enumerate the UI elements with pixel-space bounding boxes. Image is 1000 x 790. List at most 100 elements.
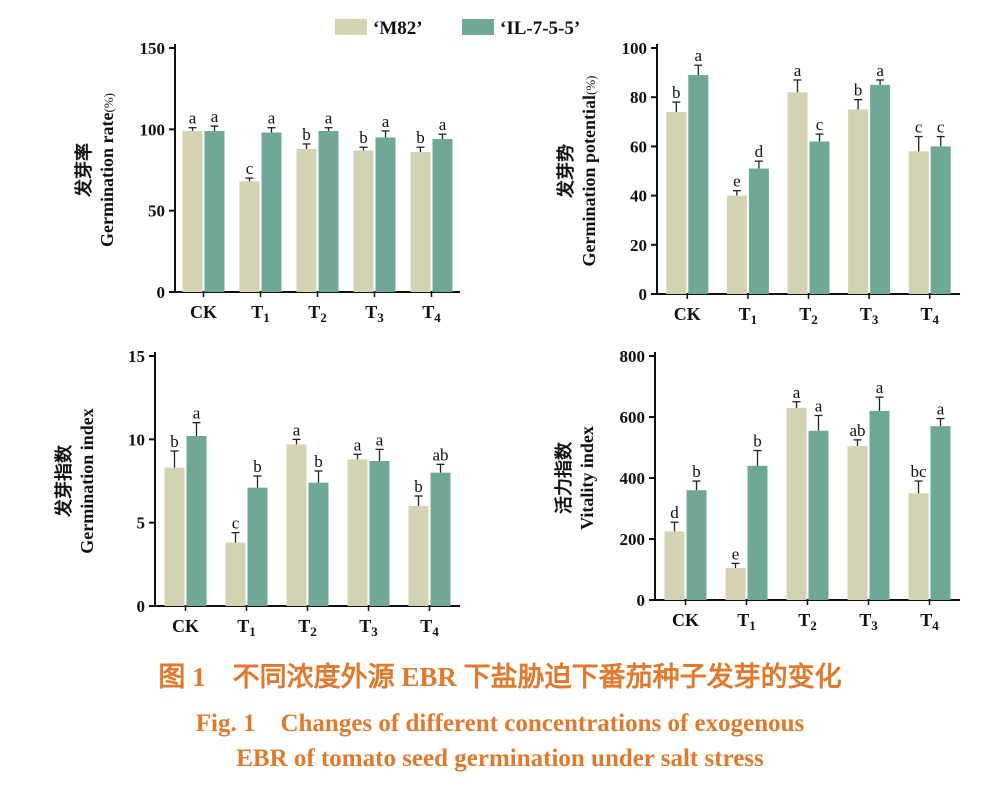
x-tick-label-letter: T <box>739 304 751 324</box>
x-tick-label-T4: T4 <box>920 610 939 633</box>
x-tick-label-letter: T <box>359 616 371 636</box>
bar-T2-series-1 <box>809 141 830 294</box>
significance-letter-T1-series-1: b <box>753 432 762 451</box>
y-tick-label: 60 <box>630 137 647 156</box>
x-tick-label-subscript: 1 <box>263 310 270 325</box>
significance-letter-CK-series-0: b <box>672 83 681 102</box>
significance-letter-T1-series-1: a <box>268 109 276 128</box>
y-axis-label-cn: 发芽率 <box>73 143 94 198</box>
x-tick-label-CK: CK <box>674 304 701 324</box>
significance-letter-CK-series-1: a <box>695 46 703 65</box>
y-tick-label: 200 <box>620 530 646 549</box>
y-tick-label: 100 <box>140 120 166 139</box>
significance-letter-T3-series-1: a <box>382 112 390 131</box>
significance-letter-T1-series-0: c <box>232 514 240 533</box>
bar-T4-series-1 <box>432 139 453 292</box>
bar-T2-series-1 <box>308 482 329 606</box>
x-tick-label-T2: T2 <box>298 616 317 639</box>
bar-T4-series-1 <box>430 472 451 606</box>
y-tick-label: 50 <box>148 202 165 221</box>
significance-letter-T2-series-0: a <box>793 383 801 402</box>
significance-letter-T4-series-1: c <box>937 118 945 137</box>
x-tick-label-T2: T2 <box>799 304 818 327</box>
bar-CK-series-1 <box>688 75 709 294</box>
y-axis-label: Germination rate(%) <box>97 93 117 247</box>
bar-T3-series-1 <box>375 137 396 292</box>
x-tick-label-T3: T3 <box>859 610 878 633</box>
y-axis-label: Germination potential(%) <box>579 76 599 267</box>
bar-T4-series-0 <box>410 152 431 292</box>
significance-letter-T4-series-0: b <box>416 128 425 147</box>
significance-letter-T3-series-1: a <box>376 430 384 449</box>
significance-letter-T1-series-1: b <box>253 457 262 476</box>
bar-T4-series-0 <box>908 493 929 600</box>
x-tick-label-subscript: 3 <box>371 624 378 639</box>
bar-T2-series-1 <box>808 430 829 600</box>
significance-letter-CK-series-1: b <box>692 462 701 481</box>
significance-letter-T2-series-0: a <box>794 61 802 80</box>
bar-T1-series-0 <box>225 542 246 606</box>
bar-CK-series-0 <box>164 467 185 606</box>
x-tick-label-subscript: 2 <box>811 312 818 327</box>
significance-letter-T3-series-0: b <box>854 81 863 100</box>
y-tick-label: 5 <box>137 514 146 533</box>
bar-T1-series-1 <box>247 487 268 606</box>
significance-letter-T2-series-0: b <box>302 125 311 144</box>
y-axis-label-unit: (%) <box>101 93 116 113</box>
x-tick-label-subscript: 4 <box>932 618 939 633</box>
x-tick-label-T1: T1 <box>739 304 758 327</box>
significance-letter-CK-series-0: a <box>189 109 197 128</box>
x-tick-label-subscript: 1 <box>249 624 256 639</box>
significance-letter-T2-series-1: a <box>815 396 823 415</box>
x-tick-label-letter: T <box>920 304 932 324</box>
x-tick-label-T3: T3 <box>365 302 384 325</box>
significance-letter-T3-series-0: b <box>359 128 368 147</box>
y-axis-label: Vitality index <box>577 426 597 530</box>
y-axis-label-cn: 活力指数 <box>553 441 574 514</box>
x-tick-label-T1: T1 <box>237 616 256 639</box>
bar-CK-series-0 <box>664 531 685 600</box>
chart-legend: ‘M82’ ‘IL-7-5-5’ <box>335 18 580 39</box>
y-axis-label-text: Germination potential <box>579 95 599 267</box>
x-tick-label-letter: T <box>860 304 872 324</box>
bar-CK-series-0 <box>182 130 203 292</box>
x-tick-label-T1: T1 <box>251 302 270 325</box>
x-tick-label-T2: T2 <box>798 610 817 633</box>
y-tick-label: 0 <box>639 285 648 304</box>
bar-T1-series-0 <box>726 195 747 294</box>
significance-letter-T3-series-1: a <box>876 61 884 80</box>
y-tick-label: 0 <box>157 283 166 302</box>
bar-T1-series-0 <box>725 567 746 600</box>
significance-letter-T2-series-0: a <box>293 420 301 439</box>
significance-letter-T2-series-1: b <box>314 452 323 471</box>
significance-letter-CK-series-1: a <box>211 107 219 126</box>
x-tick-label-letter: T <box>420 616 432 636</box>
legend-swatch-1 <box>462 19 494 35</box>
significance-letter-T1-series-1: d <box>755 142 764 161</box>
bar-T4-series-0 <box>408 506 429 606</box>
x-tick-label-subscript: 1 <box>749 618 756 633</box>
x-tick-label-subscript: 4 <box>434 310 441 325</box>
significance-letter-T3-series-1: a <box>876 378 884 397</box>
significance-letter-T1-series-0: c <box>246 159 254 178</box>
bar-CK-series-1 <box>204 130 225 292</box>
x-tick-label-letter: T <box>799 304 811 324</box>
x-tick-label-T3: T3 <box>359 616 378 639</box>
y-tick-label: 0 <box>137 597 146 616</box>
y-axis-label-text: Vitality index <box>577 426 597 530</box>
significance-letter-T4-series-1: a <box>439 115 447 134</box>
significance-letter-T4-series-0: b <box>414 477 423 496</box>
x-tick-label-T4: T4 <box>420 616 439 639</box>
bar-T3-series-0 <box>347 459 368 606</box>
caption-english-line-2: EBR of tomato seed germination under sal… <box>236 745 764 772</box>
bar-T2-series-0 <box>286 444 307 606</box>
x-tick-label-letter: T <box>251 302 263 322</box>
bar-T3-series-1 <box>870 84 891 295</box>
y-axis-label-cn: 发芽势 <box>555 144 576 199</box>
legend-label-1: ‘IL-7-5-5’ <box>500 18 580 39</box>
bar-T1-series-1 <box>261 132 282 292</box>
bar-CK-series-1 <box>186 436 207 606</box>
bar-T1-series-1 <box>747 465 768 600</box>
